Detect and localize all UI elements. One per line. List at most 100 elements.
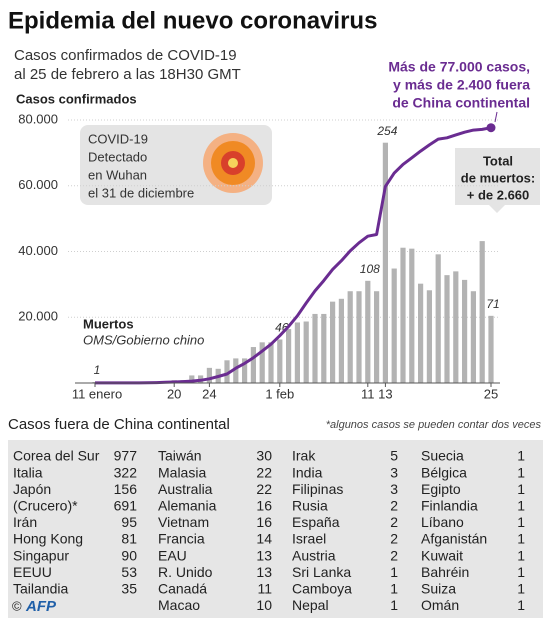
case-count: 1 [517, 531, 525, 547]
line [95, 126, 492, 385]
bar [444, 275, 450, 383]
y-tick-label: 20.000 [18, 309, 58, 324]
bar [435, 254, 441, 383]
country-name: Rusia [292, 498, 328, 514]
country-name: EAU [158, 547, 187, 563]
y-axis-label: Casos confirmados [16, 91, 137, 106]
case-count: 1 [517, 464, 525, 480]
bar [294, 322, 300, 383]
case-count: 1 [517, 514, 525, 530]
bar [453, 271, 459, 383]
cases-annotation: Más de 77.000 casos, [388, 59, 530, 75]
x-tick-label: 11 enero [72, 386, 122, 401]
callout-text: Total [483, 153, 513, 168]
bar [470, 291, 476, 383]
value-label: 1 [94, 363, 101, 377]
country-name: España [292, 514, 340, 530]
case-count: 1 [517, 581, 525, 597]
case-count: 22 [256, 481, 272, 497]
bar [365, 280, 371, 383]
country-name: Líbano [421, 514, 464, 530]
country-name: Singapur [13, 547, 69, 563]
callout-box [455, 148, 540, 213]
country-name: Taiwán [158, 448, 202, 464]
country-name: Australia [158, 481, 213, 497]
bar [391, 268, 397, 383]
case-count: 11 [257, 581, 272, 597]
value-label: 71 [486, 297, 499, 311]
subtitle: Casos confirmados de COVID-19 [14, 47, 237, 64]
country-name: Japón [13, 481, 51, 497]
case-count: 14 [256, 531, 272, 547]
country-name: Austria [292, 547, 336, 563]
case-count: 95 [121, 514, 137, 530]
bar [233, 358, 239, 383]
callout-text: el 31 de diciembre [88, 185, 194, 200]
bar [462, 279, 468, 383]
country-name: (Crucero)* [13, 498, 78, 514]
case-count: 2 [390, 531, 398, 547]
case-count: 35 [121, 581, 137, 597]
country-name: Malasia [158, 464, 206, 480]
bar [374, 291, 380, 383]
origin-callout: COVID-19 Detectado en Wuhan el 31 de dic… [80, 125, 272, 205]
case-count: 977 [114, 448, 138, 464]
x-tick-label: 25 [484, 386, 498, 401]
bar [206, 367, 212, 383]
case-count: 16 [256, 498, 272, 514]
table-title: Casos fuera de China continental [8, 416, 230, 433]
country-name: Sri Lanka [292, 564, 351, 580]
x-tick-label: 13 [378, 386, 392, 401]
country-name: Israel [292, 531, 326, 547]
country-name: Irak [292, 448, 316, 464]
virus-center [228, 158, 238, 168]
case-count: 1 [390, 597, 398, 613]
country-name: Filipinas [292, 481, 343, 497]
bar [286, 329, 292, 383]
bar [356, 291, 362, 383]
line-end-dot [486, 123, 496, 133]
bar [224, 360, 230, 383]
country-name: R. Unido [158, 564, 213, 580]
credit: AFP [25, 598, 57, 615]
country-name: Kuwait [421, 547, 463, 563]
bar [418, 283, 424, 383]
case-count: 1 [517, 597, 525, 613]
case-count: 22 [256, 464, 272, 480]
bar [330, 301, 336, 383]
country-name: Alemania [158, 498, 217, 514]
country-name: Omán [421, 597, 459, 613]
country-name: Macao [158, 597, 200, 613]
x-tick-label: 24 [202, 386, 216, 401]
country-name: Bélgica [421, 464, 467, 480]
case-count: 10 [256, 597, 272, 613]
case-count: 13 [256, 564, 272, 580]
bar [347, 291, 353, 383]
case-count: 1 [390, 564, 398, 580]
case-count: 16 [256, 514, 272, 530]
bar [488, 315, 494, 383]
country-name: Tailandia [13, 581, 68, 597]
value-label: 254 [376, 124, 397, 138]
table-background [8, 440, 543, 618]
bar [479, 241, 485, 383]
country-name: Afganistán [421, 531, 487, 547]
copyright: © [12, 598, 22, 613]
country-name: Finlandia [421, 498, 478, 514]
bar [189, 375, 195, 383]
country-name: Corea del Sur [13, 448, 100, 464]
callout-text: Detectado [88, 149, 147, 164]
bar [268, 342, 274, 383]
country-name: Nepal [292, 597, 329, 613]
country-name: Hong Kong [13, 531, 83, 547]
case-count: 3 [390, 464, 398, 480]
country-name: Vietnam [158, 514, 209, 530]
country-name: Suecia [421, 448, 464, 464]
y-tick-label: 60.000 [18, 177, 58, 192]
bar [382, 142, 388, 383]
annotation-leader [494, 111, 498, 123]
case-count: 81 [121, 531, 137, 547]
case-count: 30 [256, 448, 272, 464]
case-count: 90 [121, 547, 137, 563]
